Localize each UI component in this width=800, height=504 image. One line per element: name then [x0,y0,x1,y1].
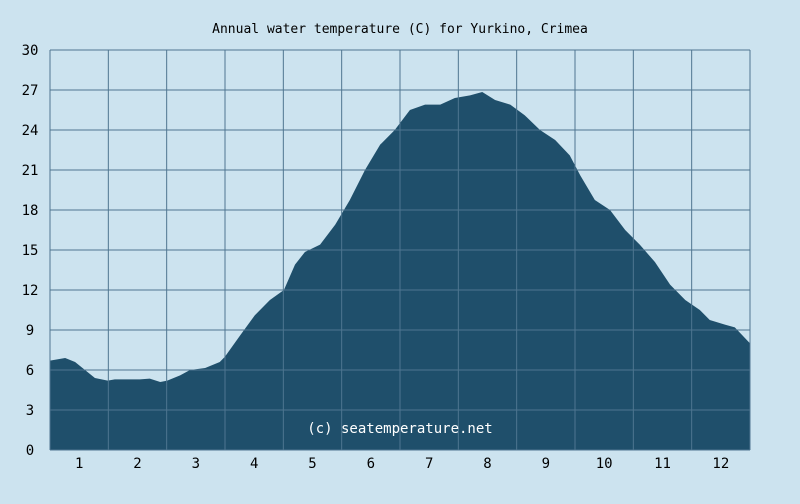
x-tick-label: 3 [192,456,200,472]
y-tick-label: 21 [22,163,39,179]
y-tick-label: 0 [26,443,34,459]
y-tick-label: 24 [22,123,39,139]
x-tick-label: 11 [654,456,671,472]
y-tick-label: 15 [22,243,39,259]
chart-title: Annual water temperature (C) for Yurkino… [212,22,588,37]
y-tick-label: 30 [22,43,39,59]
y-tick-label: 9 [26,323,34,339]
x-tick-label: 1 [75,456,83,472]
y-tick-label: 6 [26,363,34,379]
x-tick-label: 2 [133,456,141,472]
x-tick-label: 7 [425,456,433,472]
x-tick-label: 8 [483,456,491,472]
x-tick-label: 12 [712,456,729,472]
y-tick-label: 18 [22,203,39,219]
x-tick-label: 6 [367,456,375,472]
y-tick-label: 27 [22,83,39,99]
x-tick-label: 4 [250,456,258,472]
x-tick-label: 5 [308,456,316,472]
watermark: (c) seatemperature.net [307,421,492,437]
y-tick-label: 3 [26,403,34,419]
x-tick-label: 9 [542,456,550,472]
y-tick-label: 12 [22,283,39,299]
x-tick-label: 10 [596,456,613,472]
